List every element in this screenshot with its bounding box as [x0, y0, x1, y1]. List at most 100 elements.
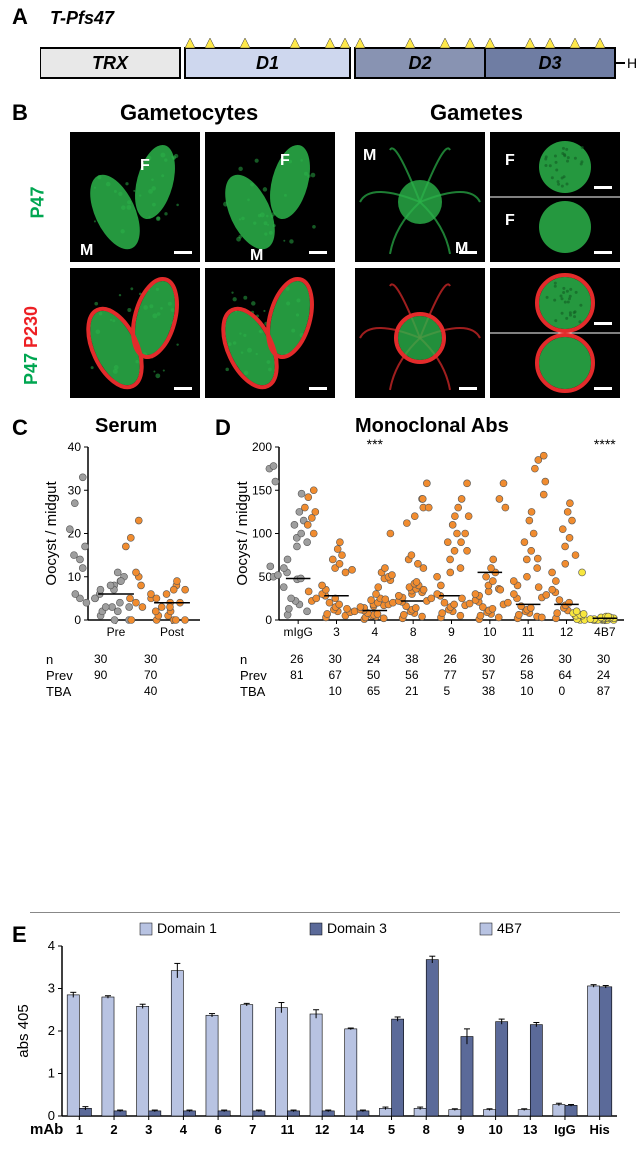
c-row-Prev: Prev — [46, 668, 73, 683]
svg-text:IgG: IgG — [554, 1122, 576, 1137]
svg-text:12: 12 — [560, 625, 574, 639]
svg-text:4B7: 4B7 — [497, 920, 522, 936]
c-cell: 30 — [94, 652, 107, 666]
d-cell: 30 — [597, 652, 610, 666]
svg-text:abs 405: abs 405 — [15, 1004, 32, 1057]
micrograph: MM — [355, 132, 485, 262]
d-row-TBA: TBA — [240, 684, 265, 699]
d-cell: 50 — [367, 668, 380, 682]
svg-text:10: 10 — [483, 625, 497, 639]
svg-text:0: 0 — [265, 613, 272, 627]
row-label-p47-p230: P47 P230 — [21, 306, 42, 385]
d-cell: 30 — [559, 652, 572, 666]
svg-text:10: 10 — [488, 1122, 502, 1137]
micrograph — [205, 268, 335, 398]
schema-title: T-Pfs47 — [50, 8, 114, 29]
row-label-p47: P47 — [28, 186, 49, 218]
svg-text:4: 4 — [371, 625, 378, 639]
d-cell: 81 — [290, 668, 303, 682]
svg-text:10: 10 — [68, 570, 82, 584]
panel-c-label: C — [12, 415, 28, 441]
svg-text:1: 1 — [48, 1066, 55, 1081]
svg-text:11: 11 — [281, 1122, 295, 1137]
d-cell: 26 — [520, 652, 533, 666]
c-row-n: n — [46, 652, 53, 667]
svg-text:9: 9 — [448, 625, 455, 639]
d-cell: 67 — [329, 668, 342, 682]
svg-text:30: 30 — [68, 483, 82, 497]
svg-text:Domain 1: Domain 1 — [157, 920, 217, 936]
svg-text:13: 13 — [523, 1122, 537, 1137]
d-cell: 21 — [405, 684, 418, 698]
svg-text:12: 12 — [315, 1122, 329, 1137]
svg-text:Oocyst / midgut: Oocyst / midgut — [43, 481, 60, 586]
micrograph — [70, 268, 200, 398]
c-row-TBA: TBA — [46, 684, 71, 699]
c-cell: 30 — [144, 652, 157, 666]
d-cell: 26 — [290, 652, 303, 666]
micrograph — [355, 268, 485, 398]
svg-text:His: His — [590, 1122, 610, 1137]
d-cell: 5 — [444, 684, 451, 698]
svg-text:Domain 3: Domain 3 — [327, 920, 387, 936]
svg-text:mIgG: mIgG — [283, 625, 312, 639]
svg-text:His: His — [627, 55, 637, 71]
svg-text:4B7: 4B7 — [594, 625, 616, 639]
c-title: Serum — [95, 415, 157, 438]
d-cell: 77 — [444, 668, 457, 682]
d-row-Prev: Prev — [240, 668, 267, 683]
c-cell: 70 — [144, 668, 157, 682]
d-cell: 30 — [329, 652, 342, 666]
d-cell: 10 — [520, 684, 533, 698]
col-title-gametocytes: Gametocytes — [120, 100, 258, 126]
micrograph: MF — [205, 132, 335, 262]
d-cell: 30 — [482, 652, 495, 666]
d-cell: 24 — [367, 652, 380, 666]
micrograph — [490, 268, 620, 398]
svg-text:Post: Post — [160, 625, 185, 639]
e-chart: 01234abs 405Domain 1Domain 34B7123467111… — [10, 920, 627, 1155]
svg-text:TRX: TRX — [92, 53, 129, 73]
svg-text:D3: D3 — [538, 53, 561, 73]
separator-line — [30, 912, 620, 913]
svg-text:0: 0 — [74, 613, 81, 627]
micrograph: FF — [490, 132, 620, 262]
d-cell: 38 — [482, 684, 495, 698]
d-chart: 050100150200Oocyst / midgutmIgG34***8910… — [235, 437, 630, 652]
d-cell: 26 — [444, 652, 457, 666]
svg-text:150: 150 — [252, 483, 272, 497]
d-cell: 58 — [520, 668, 533, 682]
svg-text:****: **** — [594, 437, 616, 452]
svg-text:3: 3 — [48, 981, 55, 996]
svg-text:Oocyst / midgut: Oocyst / midgut — [235, 481, 251, 586]
svg-text:7: 7 — [249, 1122, 256, 1137]
svg-text:D2: D2 — [408, 53, 431, 73]
svg-text:100: 100 — [252, 527, 272, 541]
panel-a: T-Pfs47 TRXD1D2D3His — [10, 8, 627, 88]
svg-text:1: 1 — [76, 1122, 83, 1137]
svg-text:4: 4 — [180, 1122, 188, 1137]
panel-d-label: D — [215, 415, 231, 441]
svg-text:2: 2 — [110, 1122, 117, 1137]
panel-e: 01234abs 405Domain 1Domain 34B7123467111… — [10, 920, 627, 1160]
svg-text:9: 9 — [457, 1122, 464, 1137]
svg-text:***: *** — [367, 437, 384, 452]
svg-text:D1: D1 — [256, 53, 279, 73]
svg-text:200: 200 — [252, 440, 272, 454]
d-cell: 24 — [597, 668, 610, 682]
svg-text:3: 3 — [333, 625, 340, 639]
svg-text:8: 8 — [423, 1122, 430, 1137]
svg-text:40: 40 — [68, 440, 82, 454]
d-cell: 57 — [482, 668, 495, 682]
d-row-n: n — [240, 652, 247, 667]
c-cell: 40 — [144, 684, 157, 698]
svg-text:5: 5 — [388, 1122, 395, 1137]
d-cell: 65 — [367, 684, 380, 698]
svg-text:8: 8 — [410, 625, 417, 639]
schema-svg: TRX D1 D2 D3 His — [40, 32, 637, 88]
d-cell: 0 — [559, 684, 566, 698]
svg-text:3: 3 — [145, 1122, 152, 1137]
svg-text:Pre: Pre — [107, 625, 126, 639]
d-cell: 56 — [405, 668, 418, 682]
svg-text:2: 2 — [48, 1023, 55, 1038]
